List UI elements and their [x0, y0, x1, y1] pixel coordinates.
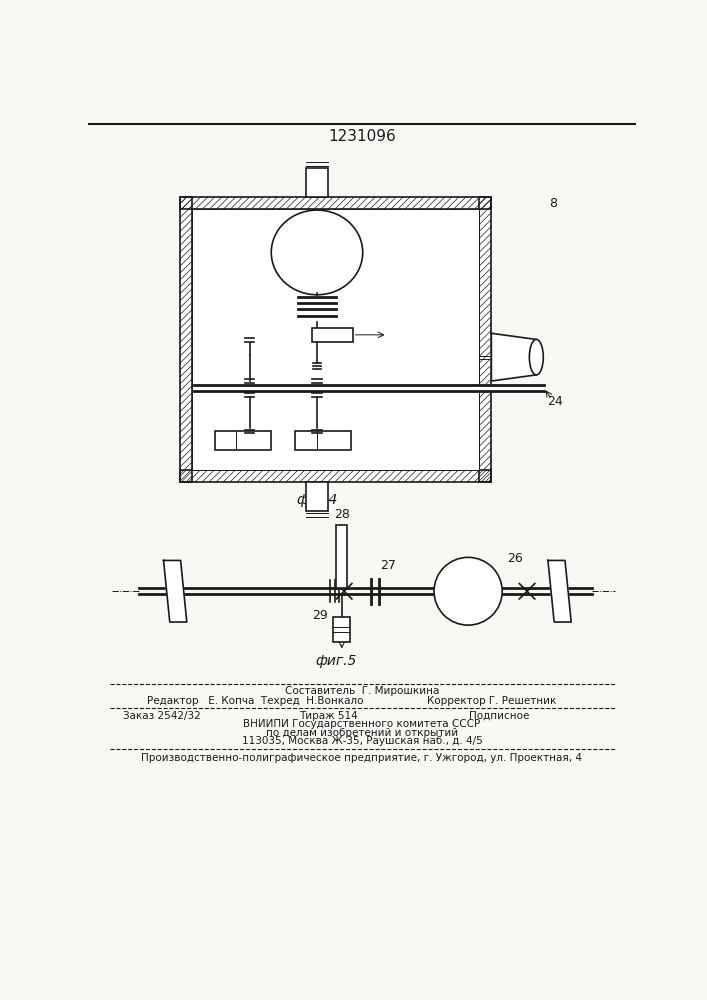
Bar	[180, 197, 192, 482]
Ellipse shape	[271, 210, 363, 295]
Bar	[215, 431, 271, 450]
Text: Тираж 514: Тираж 514	[299, 711, 358, 721]
Bar	[180, 470, 491, 482]
Bar	[479, 197, 491, 482]
Text: Подписное: Подписное	[469, 711, 530, 721]
Text: 23: 23	[390, 321, 406, 334]
Text: 29: 29	[312, 609, 328, 622]
Text: Заказ 2542/32: Заказ 2542/32	[123, 711, 201, 721]
Bar	[180, 197, 491, 209]
Text: Корректор Г. Решетник: Корректор Г. Решетник	[427, 696, 556, 706]
Bar	[194, 385, 544, 391]
Bar	[337, 525, 347, 588]
Text: Редактор   Е. Копча  Техред  Н.Вонкало: Редактор Е. Копча Техред Н.Вонкало	[147, 696, 363, 706]
Text: 1231096: 1231096	[328, 129, 396, 144]
Text: 8: 8	[549, 197, 557, 210]
Polygon shape	[491, 333, 537, 381]
Bar	[312, 328, 353, 342]
Text: 28: 28	[334, 508, 350, 521]
Text: ВНИИПИ Государственного комитета СССР: ВНИИПИ Государственного комитета СССР	[243, 719, 481, 729]
Bar	[180, 470, 491, 482]
Bar	[296, 431, 351, 450]
Text: 25: 25	[330, 449, 346, 462]
Text: 22: 22	[352, 294, 368, 307]
Text: фиг.5: фиг.5	[316, 654, 357, 668]
Text: 24: 24	[547, 395, 563, 408]
Bar	[333, 617, 351, 642]
Text: 26: 26	[507, 552, 522, 565]
Text: Производственно-полиграфическое предприятие, г. Ужгород, ул. Проектная, 4: Производственно-полиграфическое предприя…	[141, 753, 583, 763]
Bar	[192, 209, 479, 470]
Bar	[306, 482, 328, 511]
Bar	[180, 197, 192, 482]
Circle shape	[434, 557, 502, 625]
Text: 21: 21	[367, 260, 383, 273]
Text: 113035, Москва Ж-35, Раушская наб., д. 4/5: 113035, Москва Ж-35, Раушская наб., д. 4…	[242, 736, 482, 746]
Bar	[479, 197, 491, 482]
Bar	[180, 197, 491, 209]
Polygon shape	[163, 560, 187, 622]
Bar	[306, 168, 328, 197]
Text: 27: 27	[380, 559, 396, 572]
Text: фиг.4: фиг.4	[296, 493, 338, 507]
Ellipse shape	[530, 339, 543, 375]
Text: Составитель  Г. Мирошкина: Составитель Г. Мирошкина	[285, 686, 439, 696]
Text: по делам изобретений и открытий: по делам изобретений и открытий	[266, 728, 458, 738]
Polygon shape	[548, 560, 571, 622]
